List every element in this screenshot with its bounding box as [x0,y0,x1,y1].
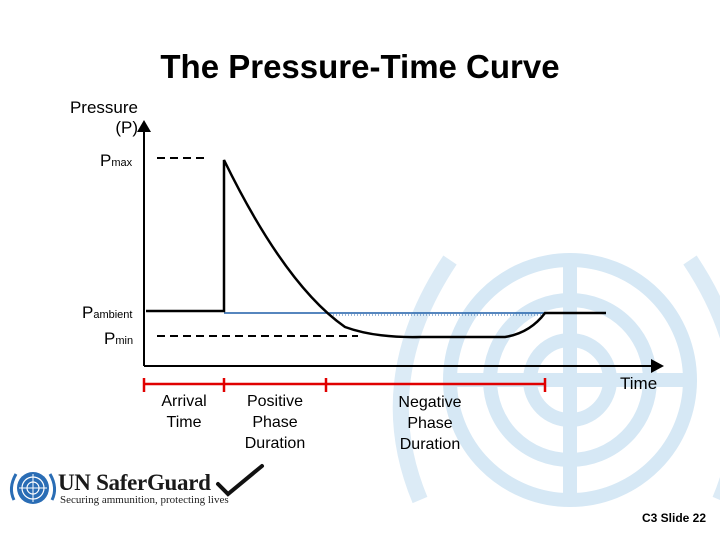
logo-tagline: Securing ammunition, protecting lives [60,494,229,506]
pmin-label: Pmin [104,329,134,348]
slide-number: C3 Slide 22 [641,511,706,525]
arrival-time-label: Arrival Time [161,393,207,431]
slide-title: The Pressure-Time Curve [160,48,560,85]
pressure-curve [146,159,606,339]
un-logo-icon [9,472,57,504]
y-axis-label: Pressure (P) [69,98,138,137]
phase-bracket [142,378,547,392]
x-axis-arrow-icon [651,359,664,373]
x-axis-label: Time [620,374,658,393]
y-axis-arrow-icon [137,120,151,132]
positive-phase-label: Positive Phase Duration [244,393,306,452]
logo-name: UN SaferGuard [58,470,211,495]
negative-phase-label: Negative Phase Duration [398,394,462,453]
pambient-label: Pambient [82,303,133,322]
un-emblem-watermark [392,253,720,507]
logo-checkmark-icon [216,464,264,497]
pmax-label: Pmax [100,151,133,170]
